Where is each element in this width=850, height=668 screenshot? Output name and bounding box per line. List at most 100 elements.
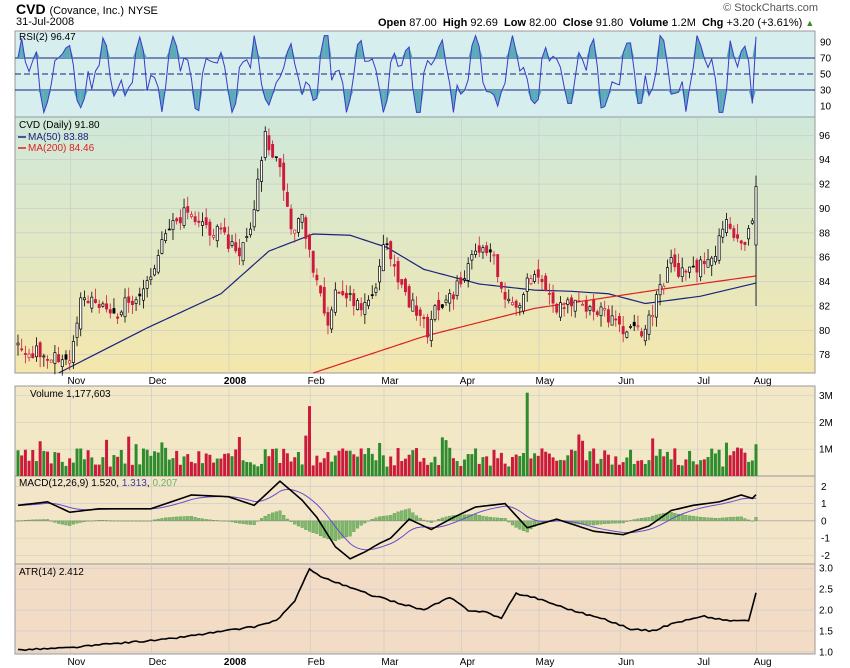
volume-bar — [684, 459, 688, 476]
macd-histogram-bar — [300, 520, 304, 528]
volume-bar — [315, 455, 319, 476]
volume-bar — [640, 460, 644, 476]
candle-body — [278, 158, 282, 168]
candle-body — [68, 360, 72, 364]
x-tick-label: Nov — [67, 657, 85, 668]
volume-bar — [750, 460, 754, 476]
brand-watermark: © StockCharts.com — [723, 2, 818, 14]
macd-histogram-bar — [713, 518, 717, 522]
candle-body — [662, 285, 666, 290]
macd-histogram-bar — [75, 520, 79, 524]
macd-histogram-bar — [592, 520, 596, 526]
volume-bar — [407, 454, 411, 476]
macd-histogram-bar — [274, 511, 278, 522]
macd-histogram-bar — [699, 516, 703, 522]
atr-plot — [17, 567, 757, 652]
macd-histogram-bar — [259, 518, 264, 522]
macd-histogram-bar — [736, 516, 740, 522]
candle-body — [725, 219, 728, 233]
volume-bar — [326, 452, 330, 476]
volume-bar — [636, 460, 640, 476]
candle-body — [677, 262, 680, 277]
volume-bar — [367, 448, 371, 476]
volume-bar — [260, 463, 264, 476]
candle-body — [651, 314, 655, 318]
low-label: Low — [504, 17, 527, 29]
volume-bar — [396, 448, 400, 476]
volume-bar — [34, 461, 38, 476]
macd-histogram-bar — [167, 517, 171, 522]
volume-bar — [134, 444, 138, 476]
macd-histogram-bar — [278, 510, 282, 522]
candle-body — [245, 236, 249, 238]
macd-signal-label: 1.313 — [122, 478, 147, 489]
candle-body — [256, 178, 260, 211]
macd-histogram-bar — [702, 517, 706, 522]
volume-bar — [263, 449, 267, 476]
volume-plot — [16, 392, 758, 476]
candle-body — [348, 293, 352, 295]
candle-body — [381, 244, 385, 272]
chg-value: +3.20 (+3.61%) — [726, 17, 803, 29]
macd-histogram-bar — [477, 515, 481, 522]
candle-body — [263, 131, 267, 158]
candle-body — [488, 249, 492, 253]
macd-histogram-bar — [651, 515, 655, 522]
candle-body — [160, 239, 164, 254]
volume-bar — [629, 449, 633, 476]
candle-body — [396, 261, 400, 283]
candle-body — [743, 242, 747, 245]
candle-body — [86, 300, 90, 304]
volume-bar — [296, 451, 300, 476]
volume-bar — [341, 448, 345, 476]
volume-bar — [79, 448, 83, 476]
candle-body — [440, 304, 444, 308]
candle-body — [429, 319, 433, 341]
candle-body — [695, 259, 699, 273]
candle-body — [415, 305, 418, 316]
candle-body — [754, 186, 758, 246]
volume-bar — [389, 456, 393, 476]
candle-body — [315, 274, 319, 281]
macd-histogram-bar — [636, 518, 640, 522]
candle-body — [750, 220, 754, 224]
rsi-overbought-fill — [696, 35, 701, 58]
x-tick-label: Jul — [697, 657, 710, 668]
candle-body — [514, 300, 518, 308]
candle-body — [739, 240, 743, 244]
macd-histogram-bar — [721, 517, 725, 522]
candle-body — [94, 299, 97, 303]
macd-histogram-bar — [200, 518, 205, 522]
volume-bar — [370, 453, 374, 476]
x-tick-label: Dec — [149, 657, 167, 668]
rsi-y-tick-label: 90 — [820, 38, 832, 49]
candle-body — [518, 305, 522, 309]
candle-body — [533, 274, 537, 282]
candle-body — [499, 281, 503, 289]
macd-histogram-bar — [392, 513, 396, 522]
volume-bar — [562, 460, 566, 476]
rsi-oversold-fill — [125, 90, 129, 96]
candle-body — [46, 359, 49, 361]
candle-body — [193, 216, 197, 223]
candle-body — [241, 242, 245, 262]
candle-body — [444, 299, 448, 303]
volume-bar — [599, 458, 603, 476]
chg-label: Chg — [702, 17, 724, 29]
macd-histogram-bar — [296, 520, 300, 527]
candle-body — [319, 285, 323, 294]
candle-body — [16, 342, 20, 346]
volume-bar — [112, 455, 116, 476]
candle-body — [352, 293, 356, 307]
macd-legend: MACD(12,26,9) 1.520, 1.313, 0.207 — [19, 478, 178, 489]
volume-bar — [141, 448, 145, 476]
macd-label: MACD(12,26,9) 1.520, — [19, 478, 119, 489]
candle-body — [710, 257, 714, 266]
candle-body — [186, 206, 190, 213]
candle-body — [300, 213, 304, 223]
macd-histogram-bar — [237, 520, 241, 524]
volume-bar — [592, 448, 596, 476]
volume-bar — [182, 456, 186, 476]
rsi-overbought-fill — [660, 35, 664, 58]
volume-bar — [385, 466, 389, 476]
